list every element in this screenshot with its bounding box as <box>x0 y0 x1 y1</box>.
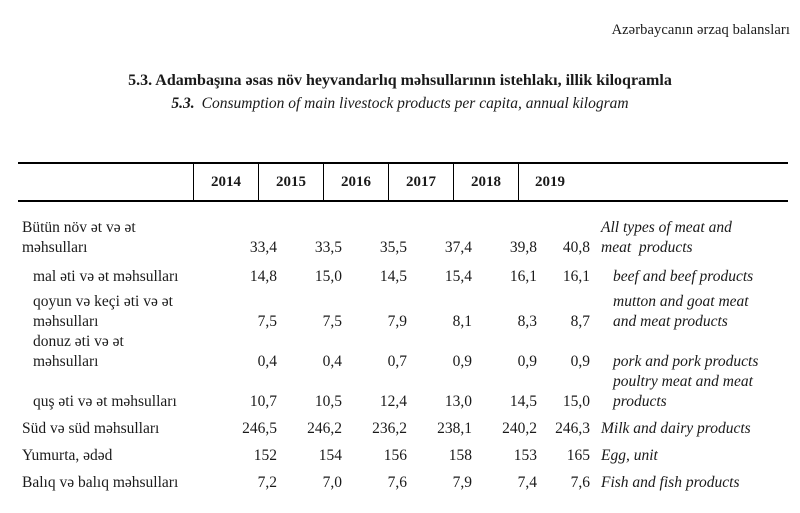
value-cell: 0,9 <box>517 353 537 370</box>
value-cell: 8,7 <box>570 313 590 330</box>
table-header-row: 2014 2015 2016 2017 2018 2019 <box>18 162 788 202</box>
value-cell: 7,0 <box>322 474 342 491</box>
value-cell: 7,6 <box>570 474 590 491</box>
consumption-table: 2014 2015 2016 2017 2018 2019 Bütün növ ət v… <box>18 162 788 493</box>
row-label-en: mutton and goat meat and meat products <box>613 293 749 330</box>
table-title-azerbaijani: 5.3. Adambaşına əsas növ heyvandarlıq mə… <box>128 72 672 89</box>
value-cell: 0,4 <box>257 353 277 370</box>
year-column-header: 2018 <box>453 164 518 200</box>
table-row: Bütün növ ət və ət məhsulları 33,4 33,5 … <box>18 218 788 258</box>
value-cell: 158 <box>448 447 472 464</box>
value-cell: 14,5 <box>509 393 537 410</box>
value-cell: 8,3 <box>517 313 537 330</box>
value-cell: 154 <box>318 447 342 464</box>
value-cell: 40,8 <box>562 239 590 256</box>
row-label-az: quş əti və ət məhsulları <box>33 393 177 410</box>
value-cell: 33,5 <box>314 239 342 256</box>
year-column-header-last: 2019 <box>518 164 788 200</box>
table-row: Balıq və balıq məhsulları 7,2 7,0 7,6 7,… <box>18 473 788 493</box>
row-label-en: Fish and fish products <box>601 474 740 491</box>
value-cell: 16,1 <box>509 268 537 285</box>
value-cell: 16,1 <box>562 268 590 285</box>
value-cell: 39,8 <box>509 239 537 256</box>
row-label-az: Süd və süd məhsulları <box>22 420 160 437</box>
row-label-en: All types of meat and meat products <box>601 219 732 256</box>
year-column-header: 2014 <box>193 164 258 200</box>
value-cell: 156 <box>383 447 407 464</box>
value-cell: 14,8 <box>249 268 277 285</box>
value-cell: 153 <box>513 447 537 464</box>
year-column-header: 2016 <box>323 164 388 200</box>
value-cell: 10,5 <box>314 393 342 410</box>
value-cell: 13,0 <box>444 393 472 410</box>
value-cell: 14,5 <box>379 268 407 285</box>
row-label-en: pork and pork products <box>613 353 759 370</box>
year-column-header: 2015 <box>258 164 323 200</box>
value-cell: 7,9 <box>387 313 407 330</box>
value-cell: 0,7 <box>387 353 407 370</box>
table-row: Süd və süd məhsulları 246,5 246,2 236,2 … <box>18 419 788 439</box>
row-label-en: poultry meat and meat products <box>613 373 753 410</box>
value-cell: 35,5 <box>379 239 407 256</box>
value-cell: 240,2 <box>502 420 537 437</box>
value-cell: 152 <box>253 447 277 464</box>
table-row: mal əti və ət məhsulları 14,8 15,0 14,5 … <box>18 267 788 287</box>
row-label-az: donuz əti və ət məhsulları <box>33 333 124 370</box>
table-row: Yumurta, ədəd 152 154 156 158 153 165 Eg… <box>18 446 788 466</box>
value-cell: 0,9 <box>570 353 590 370</box>
value-cell: 238,1 <box>437 420 472 437</box>
value-cell: 33,4 <box>249 239 277 256</box>
table-row: qoyun və keçi əti və ət məhsulları 7,5 7… <box>18 292 788 332</box>
value-cell: 236,2 <box>372 420 407 437</box>
table-title-english: 5.3. Consumption of main livestock produc… <box>0 95 800 113</box>
value-cell: 165 <box>566 447 590 464</box>
table-row: quş əti və ət məhsulları 10,7 10,5 12,4 … <box>18 372 788 412</box>
row-label-en: Egg, unit <box>601 447 658 464</box>
value-cell: 15,0 <box>562 393 590 410</box>
value-cell: 15,4 <box>444 268 472 285</box>
row-label-en: Milk and dairy products <box>601 420 751 437</box>
value-cell: 246,5 <box>242 420 277 437</box>
value-cell: 246,3 <box>555 420 590 437</box>
table-subtitle: Consumption of main livestock products p… <box>201 95 629 112</box>
year-label: 2019 <box>535 173 565 190</box>
running-title: Azərbaycanın ərzaq balansları <box>611 22 790 38</box>
row-label-en: beef and beef products <box>613 268 754 285</box>
value-cell: 7,9 <box>452 474 472 491</box>
row-label-az: mal əti və ət məhsulları <box>33 268 179 285</box>
row-label-az: Balıq və balıq məhsulları <box>22 474 179 491</box>
header-stub-cell <box>18 164 193 200</box>
value-cell: 246,2 <box>307 420 342 437</box>
value-cell: 7,5 <box>257 313 277 330</box>
row-label-az: qoyun və keçi əti və ət məhsulları <box>33 293 173 330</box>
table-body: Bütün növ ət və ət məhsulları 33,4 33,5 … <box>18 218 788 493</box>
table-row: donuz əti və ət məhsulları 0,4 0,4 0,7 0… <box>18 332 788 372</box>
value-cell: 7,4 <box>517 474 537 491</box>
year-column-header: 2017 <box>388 164 453 200</box>
value-cell: 7,6 <box>387 474 407 491</box>
value-cell: 8,1 <box>452 313 472 330</box>
table-number: 5.3. <box>171 95 195 112</box>
value-cell: 0,4 <box>322 353 342 370</box>
value-cell: 10,7 <box>249 393 277 410</box>
value-cell: 7,5 <box>322 313 342 330</box>
value-cell: 7,2 <box>257 474 277 491</box>
value-cell: 12,4 <box>379 393 407 410</box>
value-cell: 37,4 <box>444 239 472 256</box>
row-label-az: Yumurta, ədəd <box>22 447 113 464</box>
row-label-az: Bütün növ ət və ət məhsulları <box>22 219 136 256</box>
value-cell: 15,0 <box>314 268 342 285</box>
value-cell: 0,9 <box>452 353 472 370</box>
